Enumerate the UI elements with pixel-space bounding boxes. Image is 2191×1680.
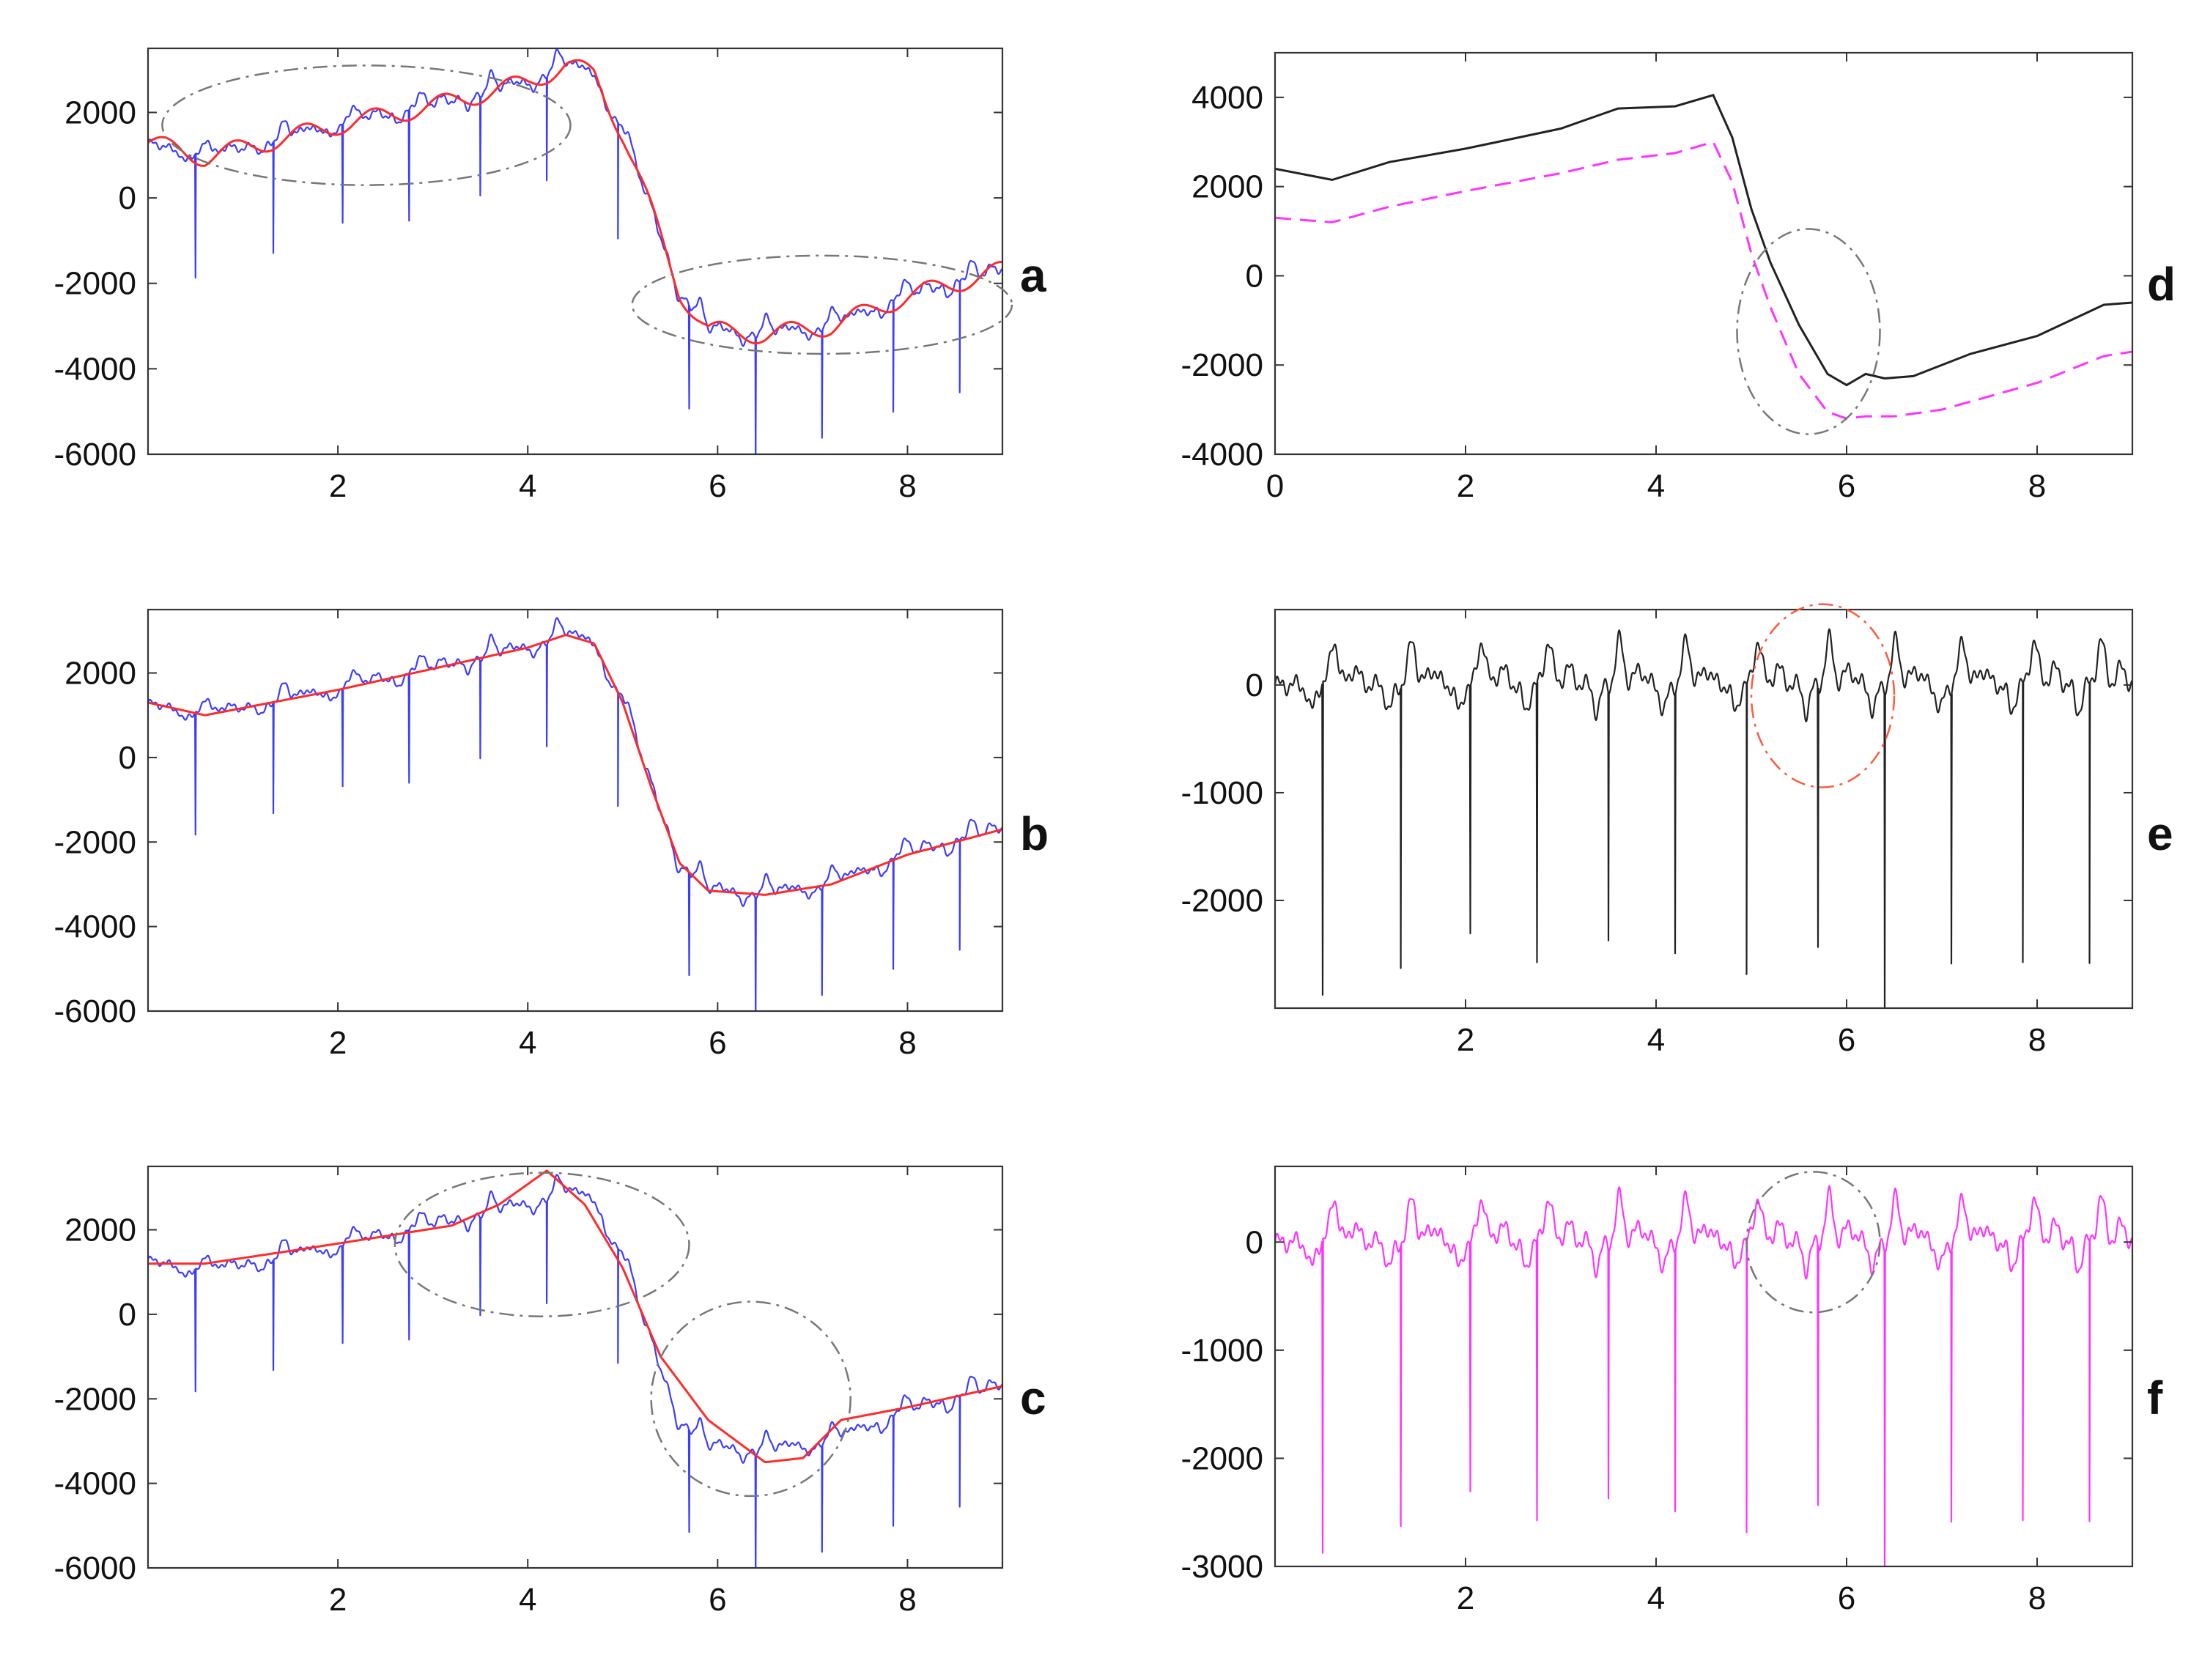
x-tick-label: 4 [519, 1025, 536, 1061]
series-smoothed-line [148, 59, 1002, 345]
x-tick-label: 8 [898, 1582, 916, 1618]
x-tick-label: 4 [1647, 1022, 1665, 1058]
annotation-ellipse [1750, 603, 1896, 788]
plot-area [148, 48, 1002, 454]
y-tick-label: -3000 [1181, 1549, 1263, 1585]
series-smoothed-line [148, 634, 1002, 896]
y-tick-label: 4000 [1191, 80, 1263, 116]
panel-letter: d [2147, 258, 2176, 311]
axes-frame [147, 608, 1004, 1013]
plot-area [148, 1169, 1002, 1568]
annotation-ellipse [161, 64, 572, 186]
x-tick-label: 2 [1457, 1022, 1474, 1058]
x-tick-label: 4 [519, 468, 536, 504]
x-tick-label: 2 [329, 1025, 347, 1061]
panel-e: 2 4 6 8 0 -1000 -2000 e [1181, 608, 2173, 1058]
panel-letter: e [2147, 807, 2173, 860]
y-tick-label: -4000 [53, 351, 136, 387]
x-tick-label: 8 [2028, 1022, 2046, 1058]
x-tick-label: 8 [2028, 1580, 2046, 1616]
y-tick-label: -2000 [53, 824, 136, 860]
x-tick-label: 8 [898, 1025, 916, 1061]
y-tick-label: -1000 [1181, 1333, 1263, 1369]
panel-b: 2 4 6 8 2000 0 -2000 -4000 -6000 b [53, 608, 1049, 1061]
series-signal-line [1275, 1185, 2132, 1566]
panel-letter: a [1020, 249, 1046, 302]
panel-letter: f [2147, 1372, 2163, 1424]
x-tick-label: 6 [1838, 1022, 1855, 1058]
x-tick-label: 4 [519, 1582, 536, 1618]
x-tick-label: 8 [2028, 468, 2046, 504]
series-baseline1-line [1275, 93, 2132, 387]
y-tick-label: 0 [1246, 667, 1263, 703]
series-signal-line [148, 48, 1002, 454]
axes-frame [147, 47, 1004, 456]
y-tick-label: -2000 [53, 1381, 136, 1417]
y-tick-label: 2000 [64, 95, 136, 130]
x-tick-label: 2 [329, 1582, 347, 1618]
panel-a: 2 4 6 8 2000 0 -2000 -4000 -6000 a [53, 47, 1046, 504]
x-tick-label: 2 [329, 468, 347, 504]
annotation-ellipse [394, 1172, 690, 1318]
y-tick-label: 0 [119, 1297, 136, 1333]
x-tick-label: 2 [1457, 468, 1474, 504]
annotation-ellipse [631, 254, 1013, 355]
x-tick-label: 4 [1647, 1580, 1665, 1616]
annotation-ellipse [650, 1300, 851, 1498]
panel-f: 2 4 6 8 0 -1000 -2000 -3000 f [1181, 1165, 2163, 1616]
annotation-ellipse [1736, 228, 1881, 435]
x-tick-label: 6 [709, 1582, 726, 1618]
axes-frame [147, 1165, 1004, 1569]
series-signal-line [148, 617, 1002, 1011]
x-tick-label: 2 [1457, 1580, 1474, 1616]
y-tick-label: -6000 [53, 437, 136, 473]
plot-area [148, 617, 1002, 1011]
y-tick-label: -2000 [53, 266, 136, 302]
axes-frame [1274, 1165, 2134, 1568]
y-tick-label: 0 [119, 740, 136, 776]
series-smoothed-line [148, 1169, 1002, 1464]
y-tick-label: -1000 [1181, 775, 1263, 811]
y-tick-label: -6000 [53, 993, 136, 1029]
series-signal-line [148, 1174, 1002, 1568]
y-tick-label: -2000 [1181, 1440, 1263, 1476]
x-tick-label: 6 [709, 1025, 726, 1061]
y-tick-label: 0 [119, 180, 136, 216]
y-tick-label: -4000 [1181, 437, 1263, 473]
x-tick-label: 0 [1266, 468, 1284, 504]
axes-frame [1274, 51, 2134, 456]
annotation-ellipse [1745, 1171, 1881, 1314]
y-tick-label: -6000 [53, 1550, 136, 1586]
x-tick-label: 6 [1838, 1580, 1855, 1616]
y-tick-label: -2000 [1181, 347, 1263, 383]
panel-letter: c [1020, 1372, 1046, 1424]
x-tick-label: 6 [709, 468, 726, 504]
y-tick-label: 2000 [64, 1213, 136, 1248]
plot-area [1275, 1185, 2132, 1566]
plot-area [1275, 628, 2132, 1008]
y-tick-label: -4000 [53, 909, 136, 945]
y-tick-label: -4000 [53, 1466, 136, 1502]
y-tick-label: 0 [1246, 258, 1263, 294]
series-baseline2-line [1275, 141, 2132, 420]
y-tick-label: -2000 [1181, 883, 1263, 919]
x-tick-label: 8 [898, 468, 916, 504]
panel-d: 0 2 4 6 8 4000 2000 0 -2000 -4000 d [1181, 51, 2176, 504]
panel-c: 2 4 6 8 2000 0 -2000 -4000 -6000 c [53, 1165, 1046, 1618]
y-tick-label: 2000 [1191, 169, 1263, 205]
axes-frame [1274, 608, 2134, 1010]
y-tick-label: 2000 [64, 656, 136, 692]
panel-letter: b [1020, 807, 1049, 860]
plot-area [1275, 93, 2132, 420]
y-tick-label: 0 [1246, 1224, 1263, 1260]
series-signal-line [1275, 628, 2132, 1008]
x-tick-label: 6 [1838, 468, 1855, 504]
x-tick-label: 4 [1647, 468, 1665, 504]
